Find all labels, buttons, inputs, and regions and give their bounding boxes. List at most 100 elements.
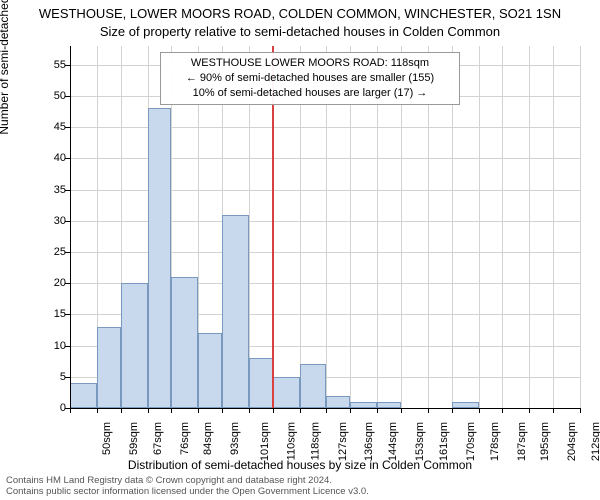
footer-line2: Contains public sector information licen… bbox=[6, 486, 369, 497]
x-tick-mark bbox=[171, 408, 172, 413]
x-tick-label: 84sqm bbox=[202, 422, 214, 455]
x-tick-mark bbox=[222, 408, 223, 413]
x-axis-title: Distribution of semi-detached houses by … bbox=[0, 458, 600, 472]
histogram-bar bbox=[300, 364, 327, 408]
histogram-bar bbox=[273, 377, 300, 408]
x-tick-mark bbox=[350, 408, 351, 413]
x-tick-label: 50sqm bbox=[101, 422, 113, 455]
x-tick-label: 204sqm bbox=[566, 422, 578, 461]
annotation-line3: 10% of semi-detached houses are larger (… bbox=[167, 86, 453, 101]
histogram-bar bbox=[70, 383, 97, 408]
x-tick-mark bbox=[452, 408, 453, 413]
x-tick-label: 127sqm bbox=[337, 422, 349, 461]
y-tick-label: 25 bbox=[40, 246, 66, 258]
y-tick-mark bbox=[65, 158, 70, 159]
annotation-line2: ← 90% of semi-detached houses are smalle… bbox=[167, 71, 453, 86]
y-tick-label: 40 bbox=[40, 152, 66, 164]
y-tick-mark bbox=[65, 314, 70, 315]
x-tick-mark bbox=[502, 408, 503, 413]
y-tick-label: 15 bbox=[40, 308, 66, 320]
x-tick-mark bbox=[148, 408, 149, 413]
grid-line-h bbox=[70, 158, 580, 159]
x-tick-label: 178sqm bbox=[489, 422, 501, 461]
x-tick-label: 76sqm bbox=[179, 422, 191, 455]
grid-line-v bbox=[529, 46, 530, 408]
plot-area: WESTHOUSE LOWER MOORS ROAD: 118sqm← 90% … bbox=[70, 46, 580, 408]
y-tick-mark bbox=[65, 127, 70, 128]
histogram-bar bbox=[326, 396, 350, 408]
grid-line-v bbox=[502, 46, 503, 408]
x-tick-label: 144sqm bbox=[387, 422, 399, 461]
chart-title-main: WESTHOUSE, LOWER MOORS ROAD, COLDEN COMM… bbox=[0, 6, 600, 21]
annotation-line1: WESTHOUSE LOWER MOORS ROAD: 118sqm bbox=[167, 56, 453, 71]
y-tick-label: 35 bbox=[40, 184, 66, 196]
x-tick-mark bbox=[580, 408, 581, 413]
grid-line-h bbox=[70, 252, 580, 253]
annotation-box: WESTHOUSE LOWER MOORS ROAD: 118sqm← 90% … bbox=[160, 52, 460, 105]
property-size-histogram: WESTHOUSE, LOWER MOORS ROAD, COLDEN COMM… bbox=[0, 0, 600, 500]
y-tick-mark bbox=[65, 96, 70, 97]
grid-line-h bbox=[70, 190, 580, 191]
histogram-bar bbox=[148, 108, 172, 408]
y-tick-label: 45 bbox=[40, 121, 66, 133]
y-axis-title: Number of semi-detached properties bbox=[0, 0, 11, 135]
x-tick-mark bbox=[273, 408, 274, 413]
histogram-bar bbox=[249, 358, 273, 408]
y-tick-mark bbox=[65, 221, 70, 222]
x-tick-label: 110sqm bbox=[285, 422, 297, 460]
x-tick-mark bbox=[529, 408, 530, 413]
x-tick-label: 153sqm bbox=[414, 422, 426, 461]
x-tick-mark bbox=[326, 408, 327, 413]
histogram-bar bbox=[171, 277, 198, 408]
y-tick-label: 55 bbox=[40, 59, 66, 71]
x-tick-label: 67sqm bbox=[152, 422, 164, 455]
x-tick-label: 59sqm bbox=[128, 422, 140, 455]
y-tick-label: 10 bbox=[40, 340, 66, 352]
x-tick-mark bbox=[97, 408, 98, 413]
x-tick-mark bbox=[377, 408, 378, 413]
x-tick-mark bbox=[249, 408, 250, 413]
x-tick-label: 136sqm bbox=[364, 422, 376, 461]
y-tick-mark bbox=[65, 65, 70, 66]
x-tick-label: 195sqm bbox=[540, 422, 552, 461]
x-axis-line bbox=[70, 408, 580, 409]
grid-line-v bbox=[553, 46, 554, 408]
x-tick-mark bbox=[428, 408, 429, 413]
x-tick-label: 212sqm bbox=[590, 422, 600, 461]
grid-line-v bbox=[580, 46, 581, 408]
histogram-bar bbox=[222, 215, 249, 408]
histogram-bar bbox=[198, 333, 222, 408]
footer-attribution: Contains HM Land Registry data © Crown c… bbox=[6, 476, 596, 498]
x-tick-label: 170sqm bbox=[465, 422, 477, 461]
y-tick-mark bbox=[65, 252, 70, 253]
y-tick-mark bbox=[65, 377, 70, 378]
x-tick-mark bbox=[198, 408, 199, 413]
x-tick-mark bbox=[553, 408, 554, 413]
y-tick-mark bbox=[65, 346, 70, 347]
y-tick-label: 5 bbox=[40, 371, 66, 383]
x-tick-mark bbox=[121, 408, 122, 413]
y-tick-label: 30 bbox=[40, 215, 66, 227]
grid-line-h bbox=[70, 221, 580, 222]
x-tick-mark bbox=[479, 408, 480, 413]
footer-line1: Contains HM Land Registry data © Crown c… bbox=[6, 475, 332, 486]
y-tick-label: 0 bbox=[40, 402, 66, 414]
grid-line-v bbox=[479, 46, 480, 408]
chart-title-sub: Size of property relative to semi-detach… bbox=[0, 24, 600, 39]
y-tick-mark bbox=[65, 283, 70, 284]
y-tick-label: 50 bbox=[40, 90, 66, 102]
x-tick-label: 93sqm bbox=[229, 422, 241, 455]
x-tick-mark bbox=[70, 408, 71, 413]
x-tick-mark bbox=[300, 408, 301, 413]
x-tick-mark bbox=[401, 408, 402, 413]
x-tick-label: 187sqm bbox=[516, 422, 528, 461]
histogram-bar bbox=[121, 283, 148, 408]
x-tick-label: 161sqm bbox=[438, 422, 450, 461]
histogram-bar bbox=[97, 327, 121, 408]
y-tick-label: 20 bbox=[40, 277, 66, 289]
x-tick-label: 101sqm bbox=[259, 422, 271, 461]
x-tick-label: 118sqm bbox=[309, 422, 321, 460]
grid-line-h bbox=[70, 127, 580, 128]
y-tick-mark bbox=[65, 190, 70, 191]
y-axis-line bbox=[70, 46, 71, 408]
